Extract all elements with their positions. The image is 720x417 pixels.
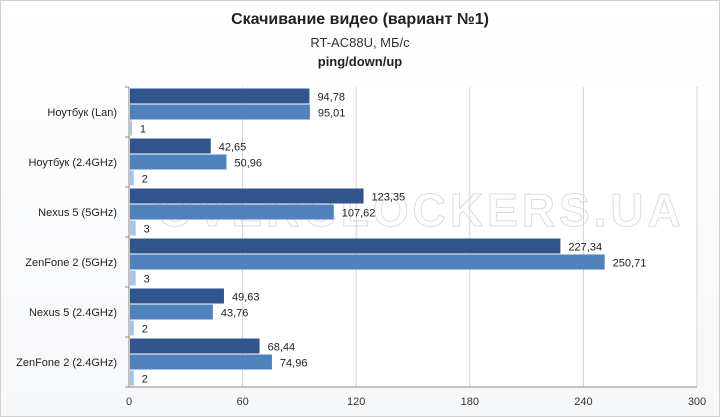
data-label: 227,34: [568, 242, 602, 254]
category-label: Nexus 5 (2.4GHz): [29, 307, 117, 319]
data-label: 68,44: [268, 342, 296, 354]
bar: [130, 338, 260, 354]
bar: [130, 354, 272, 370]
data-label: 2: [142, 324, 148, 336]
data-label: 49,63: [232, 292, 260, 304]
data-label: 2: [142, 374, 148, 386]
data-label: 94,78: [317, 92, 345, 104]
data-label: 3: [144, 274, 150, 286]
x-tick-label: 240: [574, 396, 592, 408]
bar: [130, 88, 310, 104]
category-label: ZenFone 2 (2.4GHz): [16, 357, 117, 369]
data-label: 123,35: [372, 192, 406, 204]
data-label: 50,96: [234, 158, 262, 170]
chart-subtitle-series: ping/down/up: [317, 54, 403, 69]
data-label: 42,65: [219, 142, 247, 154]
bar: [130, 320, 134, 336]
data-label: 43,76: [221, 308, 249, 320]
bar: [130, 188, 364, 204]
data-label: 3: [144, 224, 150, 236]
x-tick-label: 120: [347, 396, 365, 408]
data-label: 2: [142, 174, 148, 186]
data-label: 250,71: [613, 258, 647, 270]
chart-subtitle: RT-AC88U, МБ/с: [310, 35, 410, 50]
bar: [130, 238, 561, 254]
bar: [130, 270, 136, 286]
data-label: 1: [140, 124, 146, 136]
bar: [130, 288, 224, 304]
x-tick-label: 300: [688, 396, 706, 408]
data-label: 95,01: [318, 108, 346, 120]
plot-area: [129, 87, 697, 387]
category-label: Ноутбук (2.4GHz): [28, 157, 117, 169]
x-tick-label: 0: [126, 396, 132, 408]
bar: [130, 220, 136, 236]
bar: [130, 170, 134, 186]
bar: [130, 138, 211, 154]
bar: [130, 304, 213, 320]
x-tick-label: 60: [236, 396, 248, 408]
bar: [130, 120, 132, 136]
bar: [130, 254, 605, 270]
category-label: ZenFone 2 (5GHz): [25, 257, 117, 269]
data-label: 107,62: [342, 208, 376, 220]
bar: [130, 370, 134, 386]
bar: [130, 154, 227, 170]
x-tick-label: 180: [461, 396, 479, 408]
bar: [130, 204, 334, 220]
chart-title: Скачивание видео (вариант №1): [231, 11, 489, 28]
category-label: Ноутбук (Lan): [47, 107, 117, 119]
data-label: 74,96: [280, 358, 308, 370]
bar: [130, 104, 310, 120]
category-label: Nexus 5 (5GHz): [38, 207, 117, 219]
